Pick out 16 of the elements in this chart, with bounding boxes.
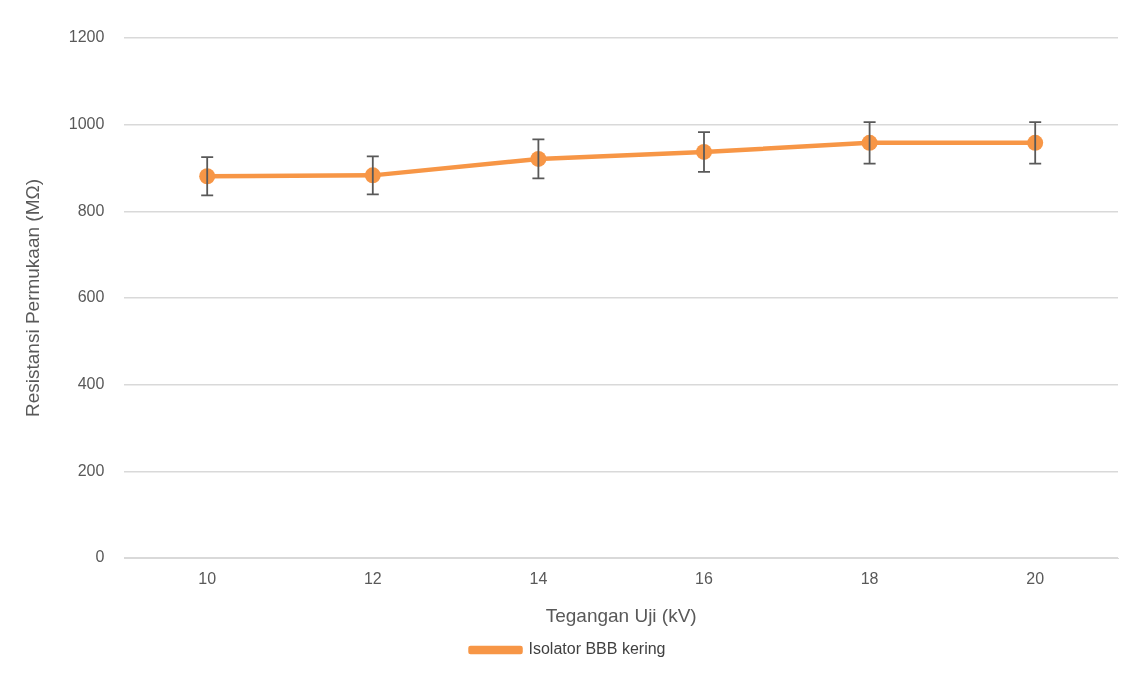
x-tick-label: 10 bbox=[198, 570, 217, 588]
y-tick-label: 1200 bbox=[68, 28, 105, 46]
y-tick-label: 200 bbox=[77, 461, 105, 479]
x-tick-label: 18 bbox=[860, 570, 879, 588]
y-tick-label: 1000 bbox=[68, 115, 105, 133]
x-axis-title: Tegangan Uji (kV) bbox=[545, 604, 697, 626]
x-tick-label: 20 bbox=[1026, 570, 1045, 588]
y-tick-label: 400 bbox=[77, 375, 105, 393]
y-axis-title: Resistansi Permukaan (MΩ) bbox=[21, 178, 43, 418]
y-tick-label: 600 bbox=[77, 288, 105, 306]
legend-label: Isolator BBB kering bbox=[528, 640, 666, 658]
x-tick-label: 16 bbox=[695, 570, 713, 588]
y-tick-label: 800 bbox=[77, 201, 105, 219]
x-tick-label: 14 bbox=[529, 570, 548, 588]
y-tick-label: 0 bbox=[95, 548, 105, 566]
x-tick-label: 12 bbox=[363, 570, 382, 588]
